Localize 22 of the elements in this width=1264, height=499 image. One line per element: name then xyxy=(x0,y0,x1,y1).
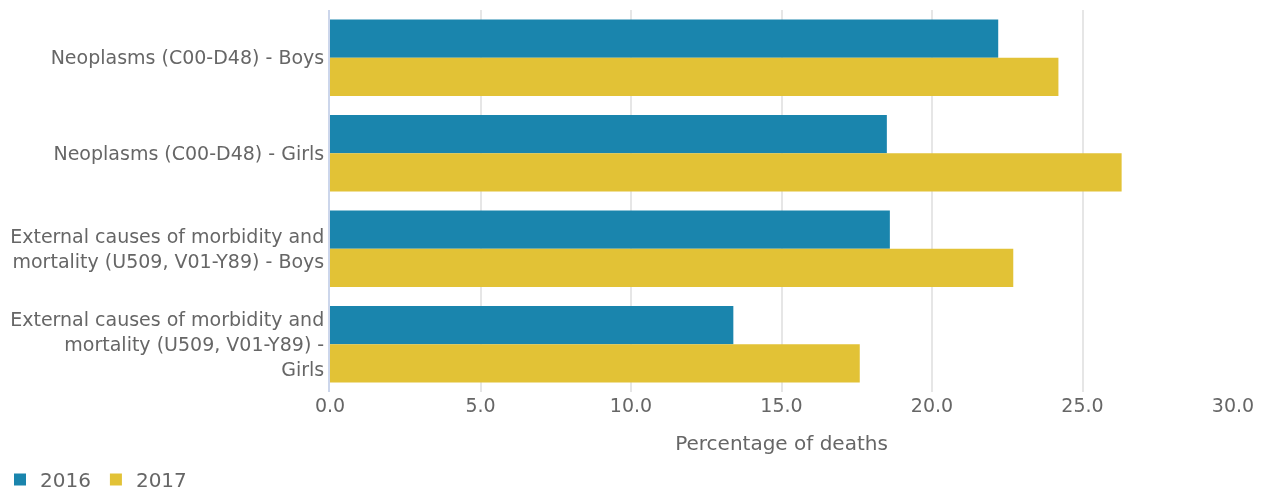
x-tick-label: 0.0 xyxy=(314,394,346,416)
y-tick-label: Neoplasms (C00-D48) - Boys xyxy=(50,46,325,69)
x-tick-label: 5.0 xyxy=(465,394,496,416)
x-tick-label: 25.0 xyxy=(1061,394,1104,416)
legend-label: 2017 xyxy=(135,468,187,493)
bar xyxy=(330,115,887,154)
x-tick-label: 20.0 xyxy=(910,394,954,416)
bar xyxy=(330,153,1122,192)
bar xyxy=(330,19,999,58)
x-tick-label: 10.0 xyxy=(609,394,653,416)
bar xyxy=(330,306,734,345)
bar xyxy=(330,210,890,249)
y-tick-label: External causes of morbidity and mortality (U509, V01-Y89) - Girls xyxy=(10,308,325,380)
bar xyxy=(330,248,1014,287)
legend-label: 2016 xyxy=(40,468,91,493)
x-axis-title: Percentage of deaths xyxy=(675,430,888,455)
x-tick-label: 15.0 xyxy=(760,394,803,416)
bar xyxy=(330,344,860,383)
bar xyxy=(330,57,1059,96)
x-tick-label: 30.0 xyxy=(1211,394,1255,416)
y-tick-label: External causes of morbidity and mortality (U509, V01-Y89) - Boys xyxy=(10,225,325,272)
y-tick-label: Neoplasms (C00-D48) - Girls xyxy=(53,141,325,164)
